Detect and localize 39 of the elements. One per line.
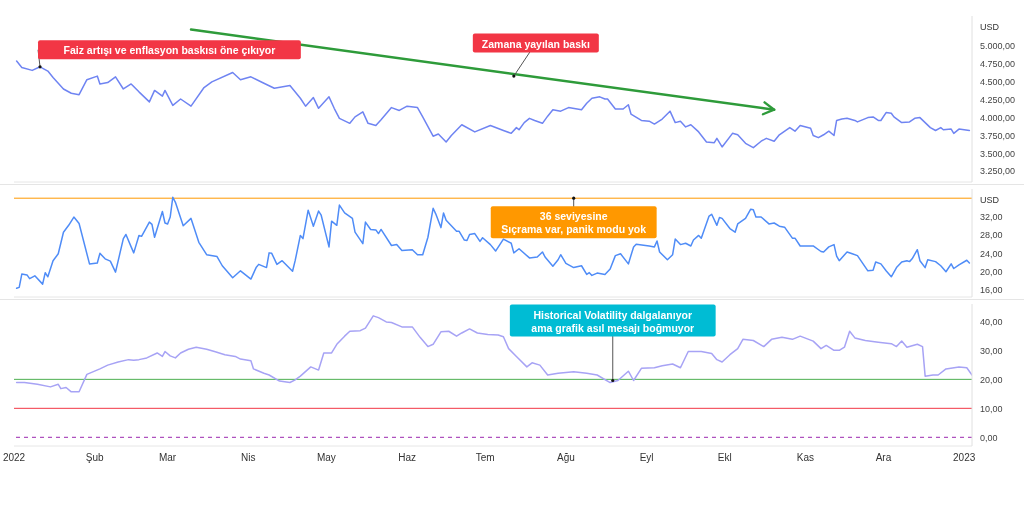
y-tick-label: 4.500,00 (980, 77, 1016, 88)
line-series (15, 196, 971, 290)
x-tick-label: Kas (796, 452, 815, 464)
x-tick-label: Ara (875, 452, 892, 464)
line-series (15, 60, 971, 149)
y-tick-label: 4.250,00 (980, 94, 1016, 105)
y-tick-label: 5.000,00 (980, 41, 1016, 52)
annotation: 36 seviyesine Sıçrama var, panik modu yok (501, 210, 647, 236)
x-tick-label: Haz (398, 452, 416, 464)
y-tick-label: 24,00 (980, 248, 1003, 259)
y-tick-label: 4.750,00 (980, 59, 1016, 70)
x-tick-label: Nis (241, 452, 256, 464)
y-tick-label: 20,00 (980, 374, 1003, 385)
y-tick-label: 20,00 (980, 266, 1003, 277)
x-tick-label: Mar (158, 452, 177, 464)
y-tick-label: 30,00 (980, 345, 1003, 356)
y-tick-label: 3.500,00 (980, 148, 1016, 159)
y-tick-label: 16,00 (980, 285, 1003, 296)
y-tick-label: 0,00 (980, 432, 998, 443)
y-tick-label: 40,00 (980, 316, 1003, 327)
y-tick-label: 32,00 (980, 211, 1003, 222)
y-axis-title: USD (980, 195, 1000, 206)
annotation: Zamana yayılan baskı (481, 37, 590, 50)
x-tick-label: May (316, 452, 336, 464)
y-tick-label: 3.250,00 (980, 166, 1016, 177)
x-tick-label: Ağu (556, 452, 575, 464)
x-tick-label: Tem (475, 452, 495, 464)
y-tick-label: 10,00 (980, 403, 1003, 414)
y-axis-title: USD (980, 22, 1000, 33)
x-tick-label: Şub (85, 452, 105, 464)
x-tick-label: 2023 (953, 452, 976, 464)
y-tick-label: 3.750,00 (980, 130, 1016, 141)
x-tick-label: Eyl (639, 452, 654, 464)
annotation: Historical Volatility dalgalanıyor ama grafik asıl mesajı boğmuyor (531, 308, 695, 334)
x-tick-label: 2022 (2, 452, 26, 464)
x-tick-label: Ekl (717, 452, 732, 464)
y-tick-label: 4.000,00 (980, 112, 1016, 123)
annotation: Faiz artışı ve enflasyon baskısı öne çıkıyor (63, 44, 276, 57)
y-tick-label: 28,00 (980, 230, 1003, 241)
